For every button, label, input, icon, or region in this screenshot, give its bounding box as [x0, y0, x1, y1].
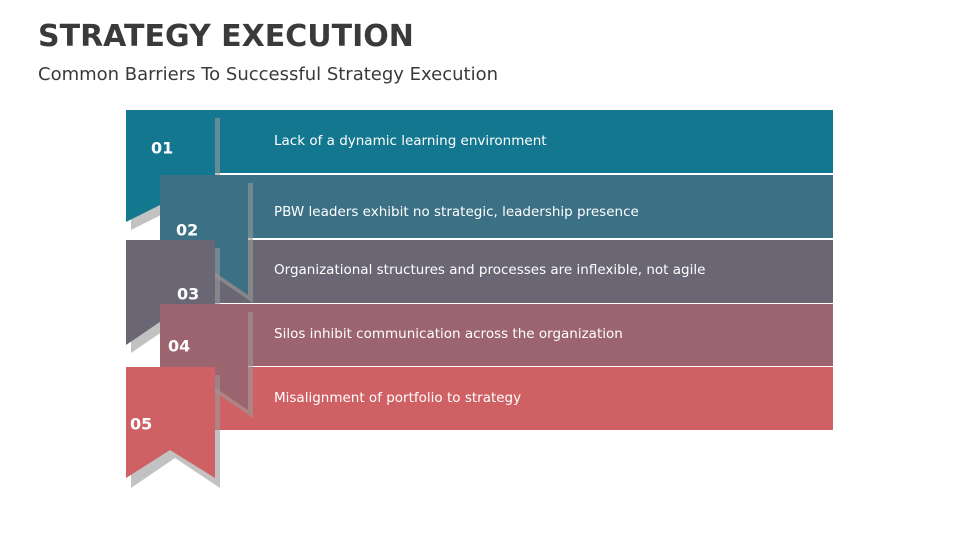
item-number: 02: [176, 221, 198, 240]
item-number: 03: [177, 285, 199, 304]
slide-title: STRATEGY EXECUTION: [38, 19, 414, 54]
item-text: Silos inhibit communication across the o…: [274, 326, 623, 342]
bar: [126, 110, 833, 173]
item-number: 04: [168, 337, 190, 356]
item-text: Organizational structures and processes …: [274, 262, 705, 278]
item-number: 05: [130, 415, 152, 434]
ribbon: [126, 367, 215, 478]
item-text: Misalignment of portfolio to strategy: [274, 390, 521, 406]
item-number: 01: [151, 139, 173, 158]
bar: [160, 175, 833, 238]
item-text: PBW leaders exhibit no strategic, leader…: [274, 204, 639, 220]
item-text: Lack of a dynamic learning environment: [274, 133, 547, 149]
bar: [160, 304, 833, 366]
slide-subtitle: Common Barriers To Successful Strategy E…: [38, 64, 498, 85]
